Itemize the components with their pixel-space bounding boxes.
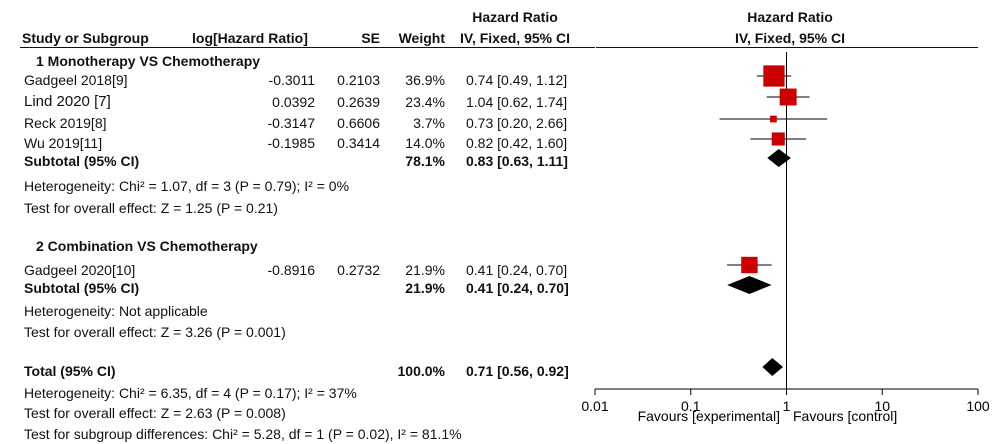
weight-value: 14.0% — [405, 135, 445, 151]
ci-value: 0.41 [0.24, 0.70] — [466, 262, 568, 278]
se-value: 0.3414 — [337, 135, 380, 151]
study-point-estimate — [771, 132, 785, 146]
ci-value: 1.04 [0.62, 1.74] — [466, 94, 568, 110]
x-tick-label: 1 — [783, 398, 791, 414]
ci-column-header: IV, Fixed, 95% CI — [460, 30, 570, 46]
se-value: 0.6606 — [337, 115, 380, 131]
header-divider — [20, 47, 595, 48]
subtotal-label: Subtotal (95% CI) — [24, 280, 140, 296]
loghr-value: -0.1985 — [267, 135, 315, 151]
study-name: Reck 2019[8] — [24, 115, 107, 131]
total-overall-effect-text: Test for overall effect: Z = 2.63 (P = 0… — [24, 405, 286, 421]
total-ci: 0.71 [0.56, 0.92] — [466, 363, 569, 379]
study-name: Gadgeel 2020[10] — [24, 262, 136, 278]
x-tick-label: 10 — [874, 398, 890, 414]
total-weight: 100.0% — [397, 363, 445, 379]
subtotal-label: Subtotal (95% CI) — [24, 153, 140, 169]
group-1-title: 1 Monotherapy VS Chemotherapy — [36, 53, 261, 69]
se-value: 0.2732 — [337, 262, 380, 278]
subtotal-weight: 21.9% — [405, 280, 445, 296]
x-tick-label: 100 — [966, 398, 990, 414]
subtotal-ci: 0.41 [0.24, 0.70] — [466, 280, 569, 296]
loghr-value: -0.8916 — [267, 262, 315, 278]
subtotal-ci: 0.83 [0.63, 1.11] — [466, 153, 568, 169]
loghr-value: -0.3147 — [267, 115, 315, 131]
heterogeneity-text: Heterogeneity: Chi² = 1.07, df = 3 (P = … — [24, 178, 350, 194]
favours-control-label: Favours [control] — [793, 408, 897, 424]
group-2-title: 2 Combination VS Chemotherapy — [36, 238, 258, 254]
loghr-value: -0.3011 — [268, 72, 315, 88]
weight-value: 36.9% — [405, 72, 445, 88]
study-column-header: Study or Subgroup — [22, 30, 149, 46]
overall-effect-text: Test for overall effect: Z = 3.26 (P = 0… — [24, 324, 286, 340]
ci-value: 0.82 [0.42, 1.60] — [466, 135, 568, 151]
plot-title: Hazard Ratio — [747, 9, 833, 25]
se-column-header: SE — [361, 30, 380, 46]
study-point-estimate — [741, 256, 758, 274]
overall-effect-text: Test for overall effect: Z = 1.25 (P = 0… — [24, 200, 278, 216]
study-point-estimate — [763, 65, 785, 87]
heterogeneity-text: Heterogeneity: Not applicable — [24, 303, 208, 319]
se-value: 0.2639 — [337, 94, 380, 110]
summary-diamond — [727, 276, 772, 294]
subgroup-differences-text: Test for subgroup differences: Chi² = 5.… — [24, 426, 462, 442]
study-name: Wu 2019[11] — [24, 135, 103, 151]
total-heterogeneity-text: Heterogeneity: Chi² = 6.35, df = 4 (P = … — [24, 385, 357, 401]
plot-subtitle: IV, Fixed, 95% CI — [735, 30, 845, 46]
summary-diamond — [767, 149, 791, 167]
ci-value: 0.73 [0.20, 2.66] — [466, 115, 568, 131]
subtotal-weight: 78.1% — [405, 153, 445, 169]
ci-value: 0.74 [0.49, 1.12] — [466, 72, 568, 88]
weight-column-header: Weight — [398, 30, 445, 46]
weight-value: 21.9% — [405, 262, 445, 278]
study-name: Lind 2020 [7] — [24, 93, 111, 110]
loghr-value: 0.0392 — [272, 94, 315, 110]
weight-value: 23.4% — [405, 94, 445, 110]
study-name: Gadgeel 2018[9] — [24, 72, 128, 88]
loghr-column-header: log[Hazard Ratio] — [192, 30, 308, 46]
hr-column-title: Hazard Ratio — [472, 9, 558, 25]
plot-header-divider — [596, 47, 978, 48]
summary-diamond — [762, 358, 784, 376]
x-tick-label: 0.1 — [681, 398, 701, 414]
total-label: Total (95% CI) — [24, 363, 116, 379]
weight-value: 3.7% — [413, 115, 445, 131]
x-tick-label: 0.01 — [581, 398, 608, 414]
study-point-estimate — [779, 88, 797, 106]
se-value: 0.2103 — [337, 72, 380, 88]
study-point-estimate — [770, 115, 777, 123]
favours-experimental-label: Favours [experimental] — [638, 408, 780, 424]
